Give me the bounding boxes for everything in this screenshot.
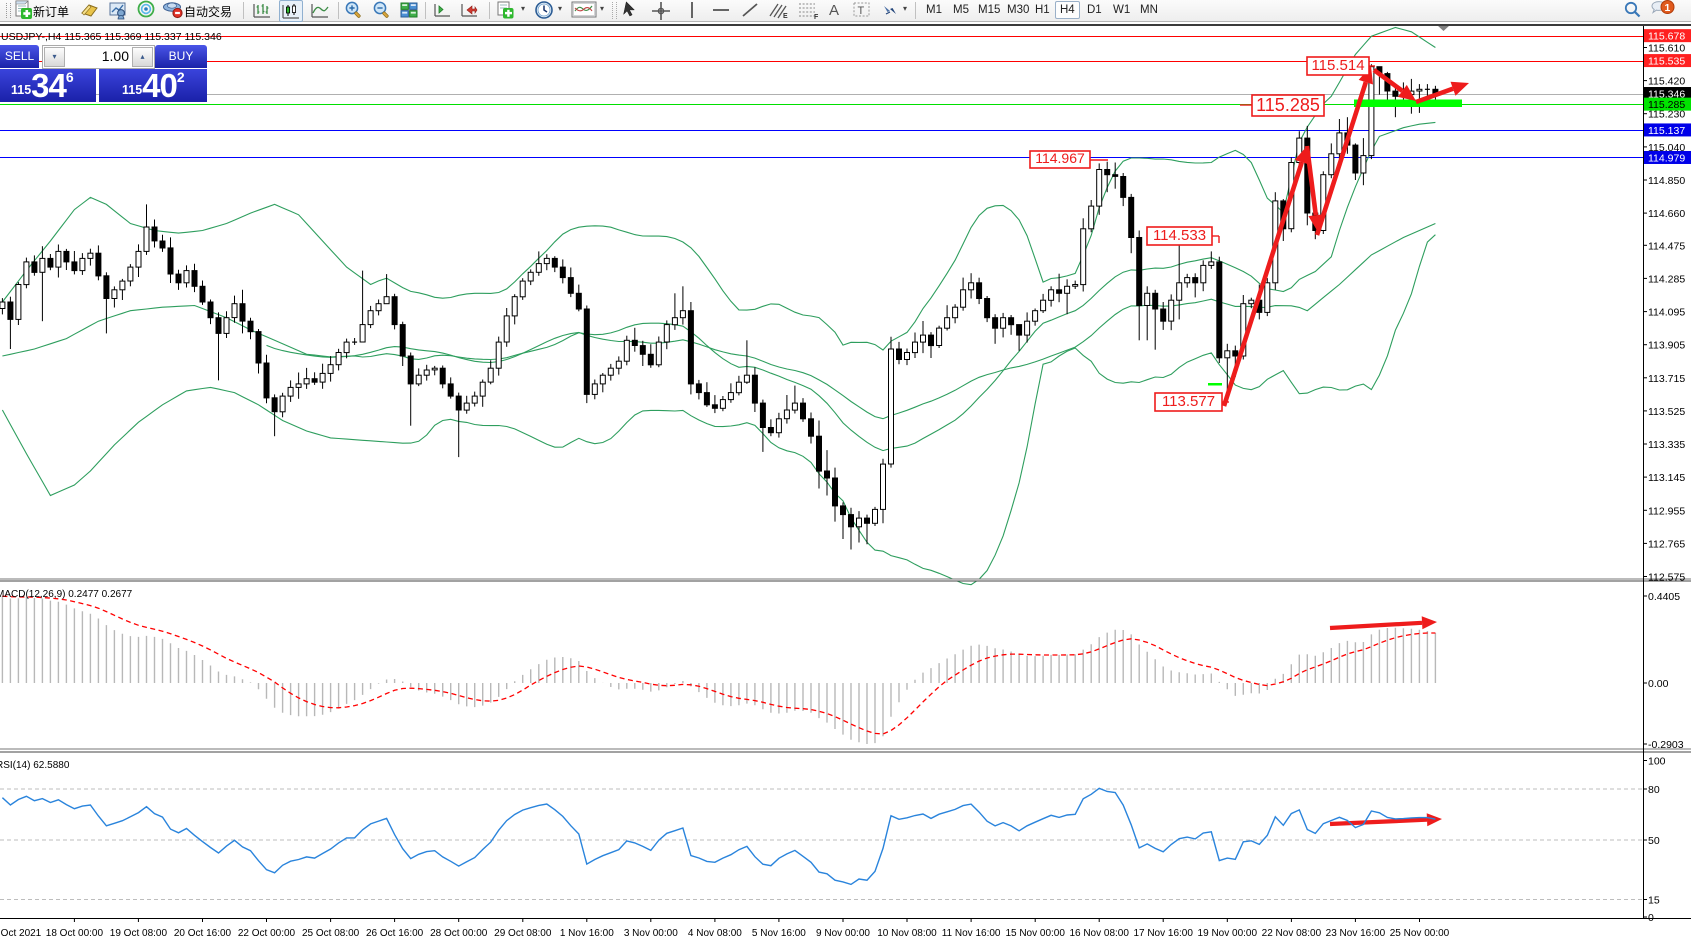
svg-text:115.420: 115.420 [1648,76,1685,88]
svg-text:25 Oct 08:00: 25 Oct 08:00 [302,928,360,939]
svg-text:114.660: 114.660 [1648,208,1685,220]
svg-text:3 Nov 00:00: 3 Nov 00:00 [624,928,678,939]
svg-text:15: 15 [1648,895,1660,907]
svg-text:15 Oct 2021: 15 Oct 2021 [0,928,42,939]
svg-text:113.145: 113.145 [1648,472,1685,484]
svg-text:25 Nov 00:00: 25 Nov 00:00 [1390,928,1450,939]
svg-text:115.535: 115.535 [1648,56,1685,68]
svg-text:18 Oct 00:00: 18 Oct 00:00 [46,928,104,939]
svg-text:17 Nov 16:00: 17 Nov 16:00 [1133,928,1193,939]
svg-text:115.137: 115.137 [1648,125,1685,137]
svg-text:16 Nov 08:00: 16 Nov 08:00 [1069,928,1129,939]
svg-text:115.678: 115.678 [1648,31,1685,43]
svg-text:1 Nov 16:00: 1 Nov 16:00 [560,928,614,939]
svg-text:-0.2903: -0.2903 [1648,739,1684,751]
svg-text:F: F [814,14,819,20]
svg-text:115.040: 115.040 [1648,142,1685,154]
svg-text:22 Nov 08:00: 22 Nov 08:00 [1262,928,1322,939]
svg-text:4 Nov 08:00: 4 Nov 08:00 [688,928,742,939]
svg-text:114.533: 114.533 [1153,227,1206,244]
svg-text:E: E [783,13,788,20]
svg-text:29 Oct 08:00: 29 Oct 08:00 [494,928,552,939]
svg-text:113.525: 113.525 [1648,406,1685,418]
svg-text:19 Nov 00:00: 19 Nov 00:00 [1198,928,1258,939]
svg-text:113.715: 113.715 [1648,373,1685,385]
svg-text:22 Oct 00:00: 22 Oct 00:00 [238,928,296,939]
svg-text:1: 1 [1665,2,1671,14]
svg-text:MACD(12,26,9) 0.2477 0.2677: MACD(12,26,9) 0.2477 0.2677 [0,589,133,600]
svg-text:RSI(14) 62.5880: RSI(14) 62.5880 [0,760,70,771]
svg-text:113.577: 113.577 [1162,393,1215,410]
svg-text:20 Oct 16:00: 20 Oct 16:00 [174,928,232,939]
svg-text:0.00: 0.00 [1648,678,1669,690]
svg-text:115.346: 115.346 [1648,89,1685,101]
svg-text:114.967: 114.967 [1035,150,1085,166]
svg-text:28 Oct 00:00: 28 Oct 00:00 [430,928,488,939]
svg-text:115.514: 115.514 [1311,57,1364,74]
svg-text:80: 80 [1648,784,1660,796]
svg-text:0.4405: 0.4405 [1648,591,1680,603]
svg-text:10 Nov 08:00: 10 Nov 08:00 [877,928,937,939]
svg-text:9 Nov 00:00: 9 Nov 00:00 [816,928,870,939]
svg-text:19 Oct 08:00: 19 Oct 08:00 [110,928,168,939]
svg-text:113.335: 113.335 [1648,439,1685,451]
svg-text:15 Nov 00:00: 15 Nov 00:00 [1005,928,1065,939]
svg-text:112.575: 112.575 [1648,572,1685,584]
svg-text:114.285: 114.285 [1648,273,1685,285]
svg-text:11 Nov 16:00: 11 Nov 16:00 [942,928,1001,939]
svg-text:113.905: 113.905 [1648,340,1685,352]
svg-text:0: 0 [1648,912,1654,924]
svg-text:114.979: 114.979 [1648,152,1685,164]
svg-text:114.475: 114.475 [1648,240,1685,252]
svg-text:A: A [829,2,839,19]
svg-text:115.610: 115.610 [1648,43,1685,55]
svg-text:USDJPY-,H4 115.365 115.369 11: USDJPY-,H4 115.365 115.369 115.337 115.3… [1,31,222,43]
svg-text:50: 50 [1648,835,1660,847]
svg-text:112.955: 112.955 [1648,505,1685,517]
svg-text:T: T [858,5,865,17]
svg-text:23 Nov 16:00: 23 Nov 16:00 [1326,928,1386,939]
svg-text:115.285: 115.285 [1648,99,1685,111]
svg-text:114.850: 114.850 [1648,175,1685,187]
svg-text:26 Oct 16:00: 26 Oct 16:00 [366,928,424,939]
svg-text:115.230: 115.230 [1648,109,1685,121]
svg-text:114.095: 114.095 [1648,307,1685,319]
svg-text:115.285: 115.285 [1256,95,1320,115]
svg-text:112.765: 112.765 [1648,538,1685,550]
svg-text:5 Nov 16:00: 5 Nov 16:00 [752,928,806,939]
svg-text:100: 100 [1648,756,1666,768]
